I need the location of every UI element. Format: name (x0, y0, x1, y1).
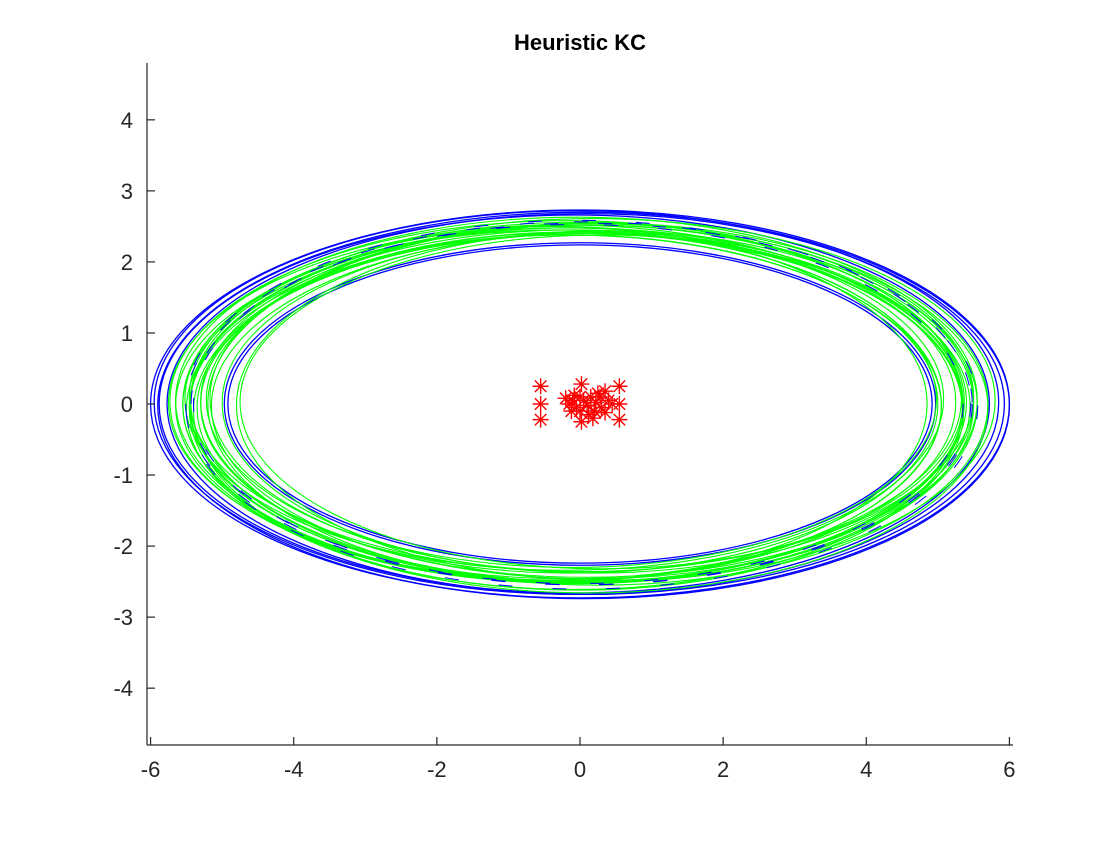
red-marker-2 (532, 411, 549, 428)
x-tick-label-1: -4 (284, 757, 304, 782)
blue-ellipse-5 (223, 242, 937, 566)
axes-layer: -6 -4 -2 0 2 4 6 -4 -3 -2 -1 0 1 2 3 4 (113, 63, 1016, 782)
blue-ellipse-overlay-0 (185, 221, 979, 590)
y-tick-label-5: 1 (121, 321, 133, 346)
x-tick-label-3: 0 (574, 757, 586, 782)
y-tick-label-2: -2 (113, 534, 133, 559)
y-tick-label-1: -3 (113, 605, 133, 630)
red-marker-23 (604, 396, 621, 412)
green-ellipse-21 (182, 225, 928, 583)
x-tick-label-2: -2 (427, 757, 447, 782)
red-marker-25 (566, 387, 583, 404)
red-marker-29 (584, 410, 601, 427)
blue-ellipse-overlay-3 (190, 223, 964, 585)
red-marker-5 (611, 411, 628, 428)
green-ellipse-18 (190, 218, 996, 583)
red-marker-3 (611, 378, 628, 395)
red-marker-1 (532, 396, 549, 412)
green-ellipse-9 (200, 234, 939, 574)
blue-ellipse-overlay-2 (192, 222, 973, 586)
y-tick-label-7: 3 (121, 179, 133, 204)
red-marker-27 (563, 403, 580, 420)
green-ellipse-19 (184, 227, 945, 571)
x-tick-label-4: 2 (717, 757, 729, 782)
x-tick-label-0: -6 (141, 757, 161, 782)
y-tick-label-6: 2 (121, 250, 133, 275)
red-marker-6 (573, 376, 590, 393)
y-tick-label-8: 4 (121, 108, 133, 133)
y-tick-label-4: 0 (121, 392, 133, 417)
blue-ellipse-6 (227, 244, 933, 564)
red-marker-21 (597, 404, 614, 421)
y-tick-label-0: -4 (113, 676, 133, 701)
x-tick-label-5: 4 (860, 757, 872, 782)
data-layer (149, 209, 1011, 600)
blue-ellipse-overlay-1 (185, 219, 972, 586)
x-tick-label-6: 6 (1003, 757, 1015, 782)
red-marker-0 (532, 378, 549, 395)
green-ellipse-12 (188, 223, 989, 594)
blue-ellipse-1 (157, 211, 1011, 600)
blue-ellipse-3 (166, 212, 1006, 596)
y-tick-label-3: -1 (113, 463, 133, 488)
green-ellipse-17 (185, 229, 963, 590)
red-marker-28 (592, 388, 609, 405)
chart-title: Heuristic KC (514, 30, 646, 55)
